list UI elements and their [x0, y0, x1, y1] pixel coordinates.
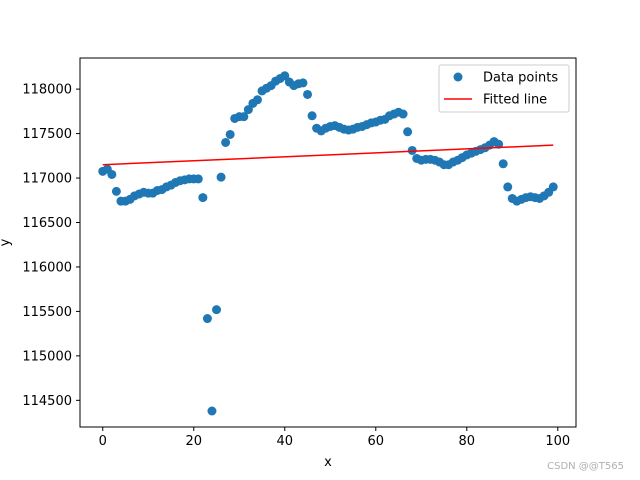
- y-tick-label: 115500: [22, 305, 72, 320]
- legend-label: Fitted line: [483, 93, 547, 108]
- axes-border: [79, 57, 577, 428]
- x-axis: 0 20 40 60 80 100: [99, 427, 570, 449]
- data-point: [298, 78, 308, 88]
- fitted-line: [102, 144, 554, 166]
- y-tick-label: 116500: [22, 216, 72, 231]
- data-point: [280, 71, 290, 81]
- data-point: [216, 172, 226, 182]
- data-point: [239, 112, 249, 122]
- y-tick-label: 118000: [22, 83, 72, 98]
- x-tick-label: 60: [368, 434, 385, 449]
- x-tick-label: 80: [459, 434, 476, 449]
- data-point: [193, 174, 203, 184]
- legend-label: Data points: [483, 71, 558, 86]
- y-tick-label: 116000: [22, 260, 72, 275]
- legend: Data points Fitted line: [438, 64, 570, 113]
- data-point: [403, 127, 413, 137]
- plot-area: [98, 71, 558, 416]
- y-axis-label: y: [0, 238, 13, 246]
- data-point: [548, 182, 558, 192]
- y-tick-label: 117000: [22, 172, 72, 187]
- watermark-text: CSDN @@T565: [547, 461, 624, 472]
- data-point: [207, 406, 217, 416]
- data-point: [303, 89, 313, 99]
- x-axis-label: x: [324, 455, 332, 470]
- data-point: [212, 305, 222, 315]
- y-tick-label: 115000: [22, 349, 72, 364]
- y-axis: 114500 115000 115500 116000 116500 117000 1175…: [22, 83, 80, 409]
- x-tick-label: 100: [545, 434, 570, 449]
- x-tick-label: 0: [99, 434, 107, 449]
- data-point: [498, 159, 508, 169]
- data-point: [252, 95, 262, 105]
- x-tick-label: 20: [185, 434, 202, 449]
- data-point: [494, 139, 504, 149]
- y-tick-label: 117500: [22, 127, 72, 142]
- data-point: [107, 169, 117, 179]
- data-point: [202, 314, 212, 324]
- data-point: [111, 186, 121, 196]
- y-tick-label: 114500: [22, 394, 72, 409]
- data-point: [398, 109, 408, 119]
- data-point: [221, 137, 231, 147]
- data-point: [225, 129, 235, 139]
- data-point: [407, 145, 417, 155]
- x-tick-label: 40: [276, 434, 293, 449]
- axes-frame: [79, 57, 577, 428]
- data-point: [243, 105, 253, 115]
- data-point: [198, 193, 208, 203]
- legend-box: [438, 64, 570, 113]
- data-point: [307, 111, 317, 121]
- legend-marker-data-points: [453, 72, 463, 82]
- data-point: [503, 182, 513, 192]
